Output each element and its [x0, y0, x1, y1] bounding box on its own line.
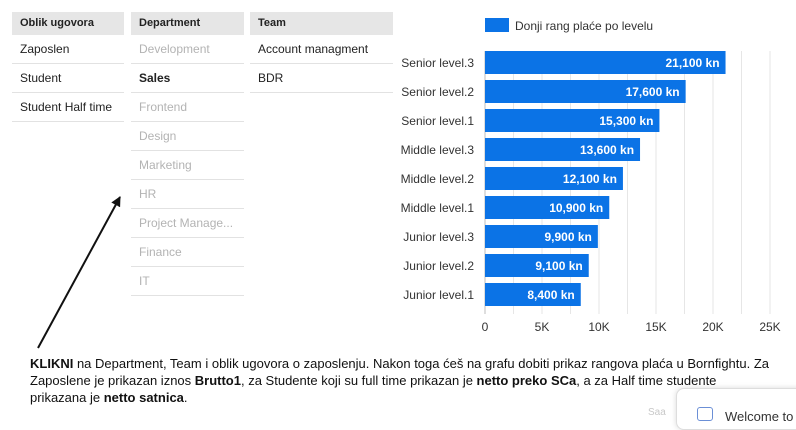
- filter-header-department: Department: [131, 12, 244, 35]
- bar: [485, 254, 589, 277]
- bar: [485, 196, 610, 219]
- instruction-segment: na Department, Team i oblik ugovora o za…: [30, 356, 770, 388]
- bar-value-label: 9,100 kn: [535, 259, 582, 273]
- bar: [485, 167, 623, 190]
- filter-item-department-2[interactable]: Frontend: [131, 93, 244, 122]
- filter-item-team-0[interactable]: Account managment: [250, 35, 393, 64]
- chat-icon: [697, 407, 713, 421]
- category-label: Senior level.3: [401, 56, 474, 70]
- bar-value-label: 21,100 kn: [665, 56, 719, 70]
- filter-item-oblik-1[interactable]: Student: [12, 64, 124, 93]
- bar-value-label: 13,600 kn: [580, 143, 634, 157]
- x-tick-label: 15K: [645, 320, 666, 334]
- instruction-segment: .: [183, 390, 188, 405]
- filter-item-department-8[interactable]: IT: [131, 267, 244, 296]
- x-tick-label: 10K: [588, 320, 609, 334]
- category-label: Middle level.2: [401, 172, 475, 186]
- instruction-segment: , a za Half time studente prikazana je: [30, 373, 717, 405]
- filter-item-department-0[interactable]: Development: [131, 35, 244, 64]
- x-tick-label: 0: [482, 320, 489, 334]
- filter-team: Team Account managment BDR: [250, 12, 393, 93]
- filter-oblik-ugovora: Oblik ugovora Zaposlen Student Student Hal…: [12, 12, 124, 122]
- filter-item-team-1[interactable]: BDR: [250, 64, 393, 93]
- category-label: Junior level.3: [403, 230, 474, 244]
- welcome-popup[interactable]: Welcome to: [676, 388, 796, 430]
- bar: [485, 283, 581, 306]
- salary-bar-chart: Senior level.3 21,100 kn Senior level.2 17,…: [37, 18, 781, 349]
- filter-item-oblik-0[interactable]: Zaposlen: [12, 35, 124, 64]
- bar: [485, 80, 686, 103]
- bar-value-label: 10,900 kn: [549, 201, 603, 215]
- instruction-segment: KLIKNI: [30, 356, 74, 371]
- bar: [485, 51, 726, 74]
- pointer-arrow: [37, 196, 121, 349]
- filter-item-department-7[interactable]: Finance: [131, 238, 244, 267]
- instruction-segment: Brutto1: [194, 373, 241, 388]
- filter-header-team: Team: [250, 12, 393, 35]
- instruction-segment: netto satnica: [103, 390, 184, 405]
- bar-value-label: 12,100 kn: [563, 172, 617, 186]
- category-label: Junior level.1: [403, 288, 474, 302]
- filter-header-oblik: Oblik ugovora: [12, 12, 124, 35]
- welcome-label: Welcome to: [725, 409, 794, 424]
- bar: [485, 225, 598, 248]
- instruction-text: KLIKNI na Department, Team i oblik ugovo…: [30, 355, 770, 406]
- category-label: Senior level.1: [401, 114, 474, 128]
- bar: [485, 138, 641, 161]
- faint-text: Saa: [648, 407, 666, 418]
- filter-item-department-6[interactable]: Project Manage...: [131, 209, 244, 238]
- bar-value-label: 17,600 kn: [626, 85, 680, 99]
- filter-item-department-3[interactable]: Design: [131, 122, 244, 151]
- category-label: Junior level.2: [403, 259, 474, 273]
- filter-item-oblik-2[interactable]: Student Half time: [12, 93, 124, 122]
- bar: [485, 109, 660, 132]
- bar-value-label: 9,900 kn: [544, 230, 591, 244]
- category-label: Middle level.1: [401, 201, 475, 215]
- category-label: Senior level.2: [401, 85, 474, 99]
- category-label: Middle level.3: [401, 143, 475, 157]
- x-tick-label: 20K: [702, 320, 723, 334]
- filter-item-department-4[interactable]: Marketing: [131, 151, 244, 180]
- instruction-segment: netto preko SCa: [476, 373, 577, 388]
- bar-value-label: 15,300 kn: [599, 114, 653, 128]
- filter-item-department-1[interactable]: Sales: [131, 64, 244, 93]
- filter-item-department-5[interactable]: HR: [131, 180, 244, 209]
- legend-swatch: [485, 18, 509, 32]
- legend-label: Donji rang plaće po levelu: [515, 19, 653, 33]
- filter-department: Department Development Sales Frontend Desig…: [131, 12, 244, 296]
- x-tick-label: 5K: [535, 320, 550, 334]
- bar-value-label: 8,400 kn: [527, 288, 574, 302]
- x-tick-label: 25K: [759, 320, 780, 334]
- instruction-segment: , za Studente koji su full time prikazan…: [240, 373, 477, 388]
